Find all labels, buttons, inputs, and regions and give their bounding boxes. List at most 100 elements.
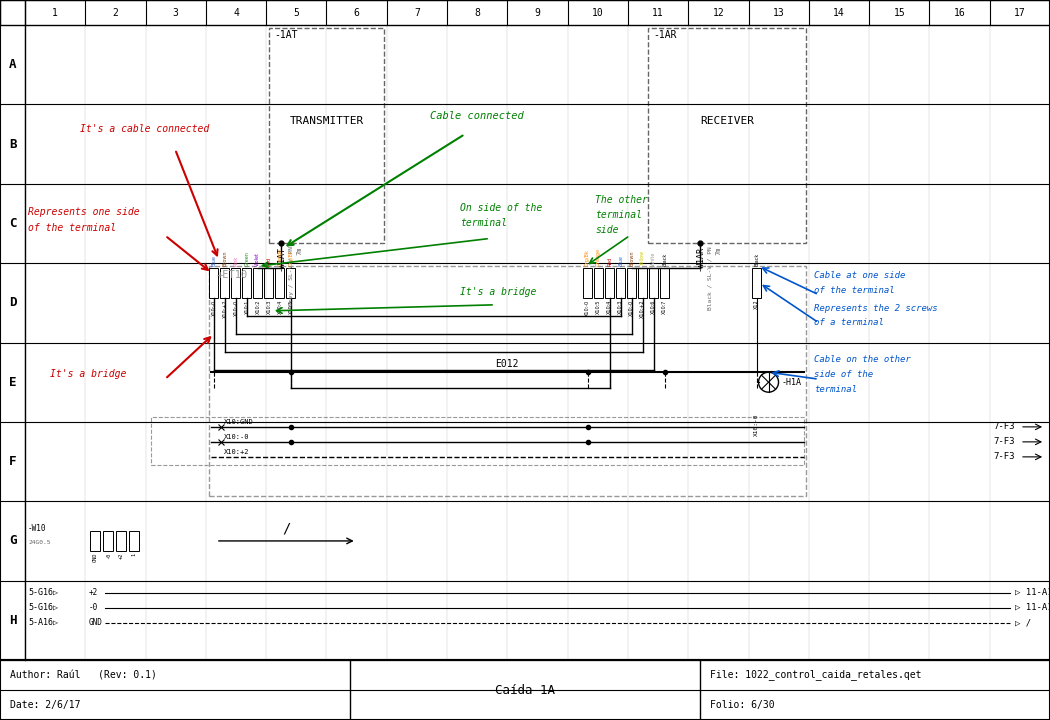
- Text: X10:7: X10:7: [663, 300, 667, 314]
- Text: Author: Raúl   (Rev: 0.1): Author: Raúl (Rev: 0.1): [10, 670, 156, 680]
- Text: X10:5: X10:5: [289, 300, 293, 314]
- Text: X10:GND: X10:GND: [224, 419, 254, 425]
- Text: side of the: side of the: [814, 370, 873, 379]
- Bar: [265, 268, 273, 298]
- Text: Red: Red: [267, 257, 271, 266]
- Text: Blue: Blue: [618, 256, 623, 266]
- Text: E: E: [8, 376, 16, 389]
- Bar: [117, 531, 126, 551]
- Text: 4: 4: [233, 7, 239, 17]
- Text: Yellow: Yellow: [640, 251, 645, 266]
- Text: Org/Bk: Org/Bk: [585, 249, 590, 266]
- Text: -W1AT: -W1AT: [277, 246, 286, 271]
- Text: X10:6: X10:6: [651, 300, 656, 314]
- Text: TRANSMITTER: TRANSMITTER: [290, 116, 363, 125]
- Text: +ET10: +ET10: [217, 270, 248, 280]
- Bar: [103, 531, 113, 551]
- Text: of a terminal: of a terminal: [814, 318, 884, 327]
- Text: -1AT: -1AT: [274, 30, 298, 40]
- Text: G: G: [8, 534, 16, 547]
- Bar: [269, 28, 383, 243]
- Bar: [209, 268, 218, 298]
- Bar: [209, 266, 805, 496]
- Bar: [648, 28, 805, 243]
- Bar: [243, 268, 251, 298]
- Text: 14: 14: [833, 7, 845, 17]
- Text: -W1AR: -W1AR: [696, 246, 705, 271]
- Text: Cable on the other: Cable on the other: [814, 355, 910, 364]
- Text: 1: 1: [52, 7, 58, 17]
- Text: 7-F3: 7-F3: [993, 452, 1015, 462]
- Text: Represents one side: Represents one side: [28, 207, 140, 217]
- Text: E012: E012: [496, 359, 519, 369]
- Text: -0: -0: [106, 553, 111, 559]
- Text: X10:3: X10:3: [267, 300, 271, 314]
- Bar: [616, 268, 625, 298]
- Text: -W10: -W10: [28, 524, 46, 533]
- Text: 11: 11: [652, 7, 664, 17]
- Text: /: /: [282, 522, 291, 536]
- Text: It's a bridge: It's a bridge: [460, 287, 537, 297]
- Text: -0: -0: [88, 603, 98, 612]
- Text: 5-A16▷: 5-A16▷: [28, 618, 58, 627]
- Text: terminal: terminal: [460, 218, 507, 228]
- Text: File: 1022_control_caida_retales.qet: File: 1022_control_caida_retales.qet: [710, 670, 922, 680]
- Text: Black: Black: [663, 253, 667, 266]
- Text: 5-G16▷: 5-G16▷: [28, 588, 58, 597]
- Text: terminal: terminal: [595, 210, 642, 220]
- Text: X10:-0: X10:-0: [585, 300, 590, 316]
- Text: A: A: [8, 58, 16, 71]
- Text: X10:-0: X10:-0: [211, 300, 216, 316]
- Text: It's a bridge: It's a bridge: [50, 369, 126, 379]
- Text: B: B: [8, 138, 16, 150]
- Text: +2: +2: [88, 588, 98, 597]
- Text: 12: 12: [713, 7, 724, 17]
- Bar: [594, 268, 603, 298]
- Text: The other: The other: [595, 195, 648, 205]
- Bar: [0, 660, 1050, 720]
- Bar: [660, 268, 669, 298]
- Text: Date: 2/6/17: Date: 2/6/17: [10, 700, 81, 710]
- Text: 7: 7: [414, 7, 420, 17]
- Text: Grey / SL-V / PN: Grey / SL-V / PN: [289, 246, 294, 306]
- Text: side: side: [595, 225, 618, 235]
- Text: Pink: Pink: [233, 256, 238, 266]
- Text: Orange: Orange: [596, 248, 602, 266]
- Text: Brown: Brown: [629, 251, 634, 266]
- Text: D: D: [8, 297, 16, 310]
- Text: X10:+2: X10:+2: [223, 300, 228, 318]
- Text: X10:-0: X10:-0: [233, 300, 238, 316]
- Text: Cable connected: Cable connected: [430, 111, 524, 121]
- Text: GND: GND: [88, 618, 102, 627]
- Bar: [638, 268, 647, 298]
- Text: 1: 1: [132, 553, 137, 556]
- Text: X10:4: X10:4: [277, 300, 282, 314]
- Text: C: C: [8, 217, 16, 230]
- Bar: [627, 268, 636, 298]
- Text: Green: Green: [245, 251, 250, 266]
- Bar: [583, 268, 592, 298]
- Text: ▷ /: ▷ /: [1015, 618, 1031, 627]
- Text: On side of the: On side of the: [460, 204, 542, 213]
- Text: Violet: Violet: [255, 252, 260, 266]
- Text: It's a cable connected: It's a cable connected: [80, 124, 209, 134]
- Text: X10:-0: X10:-0: [224, 434, 250, 440]
- Text: 9: 9: [534, 7, 541, 17]
- Bar: [90, 531, 101, 551]
- Text: GND: GND: [92, 553, 98, 562]
- Text: 10: 10: [592, 7, 604, 17]
- Text: 5: 5: [293, 7, 299, 17]
- Bar: [253, 268, 262, 298]
- Text: 24G0.5: 24G0.5: [28, 540, 50, 545]
- Bar: [752, 268, 761, 298]
- Bar: [231, 268, 240, 298]
- Text: 6: 6: [354, 7, 359, 17]
- Text: +2: +2: [119, 553, 124, 559]
- Text: ▷ 11-A1: ▷ 11-A1: [1015, 603, 1050, 612]
- Text: Red: Red: [607, 257, 612, 266]
- Text: X10:2: X10:2: [255, 300, 260, 314]
- Text: X10:3: X10:3: [618, 300, 623, 314]
- Text: X12: X12: [754, 300, 759, 310]
- Text: RECEIVER: RECEIVER: [700, 116, 754, 125]
- Bar: [129, 531, 140, 551]
